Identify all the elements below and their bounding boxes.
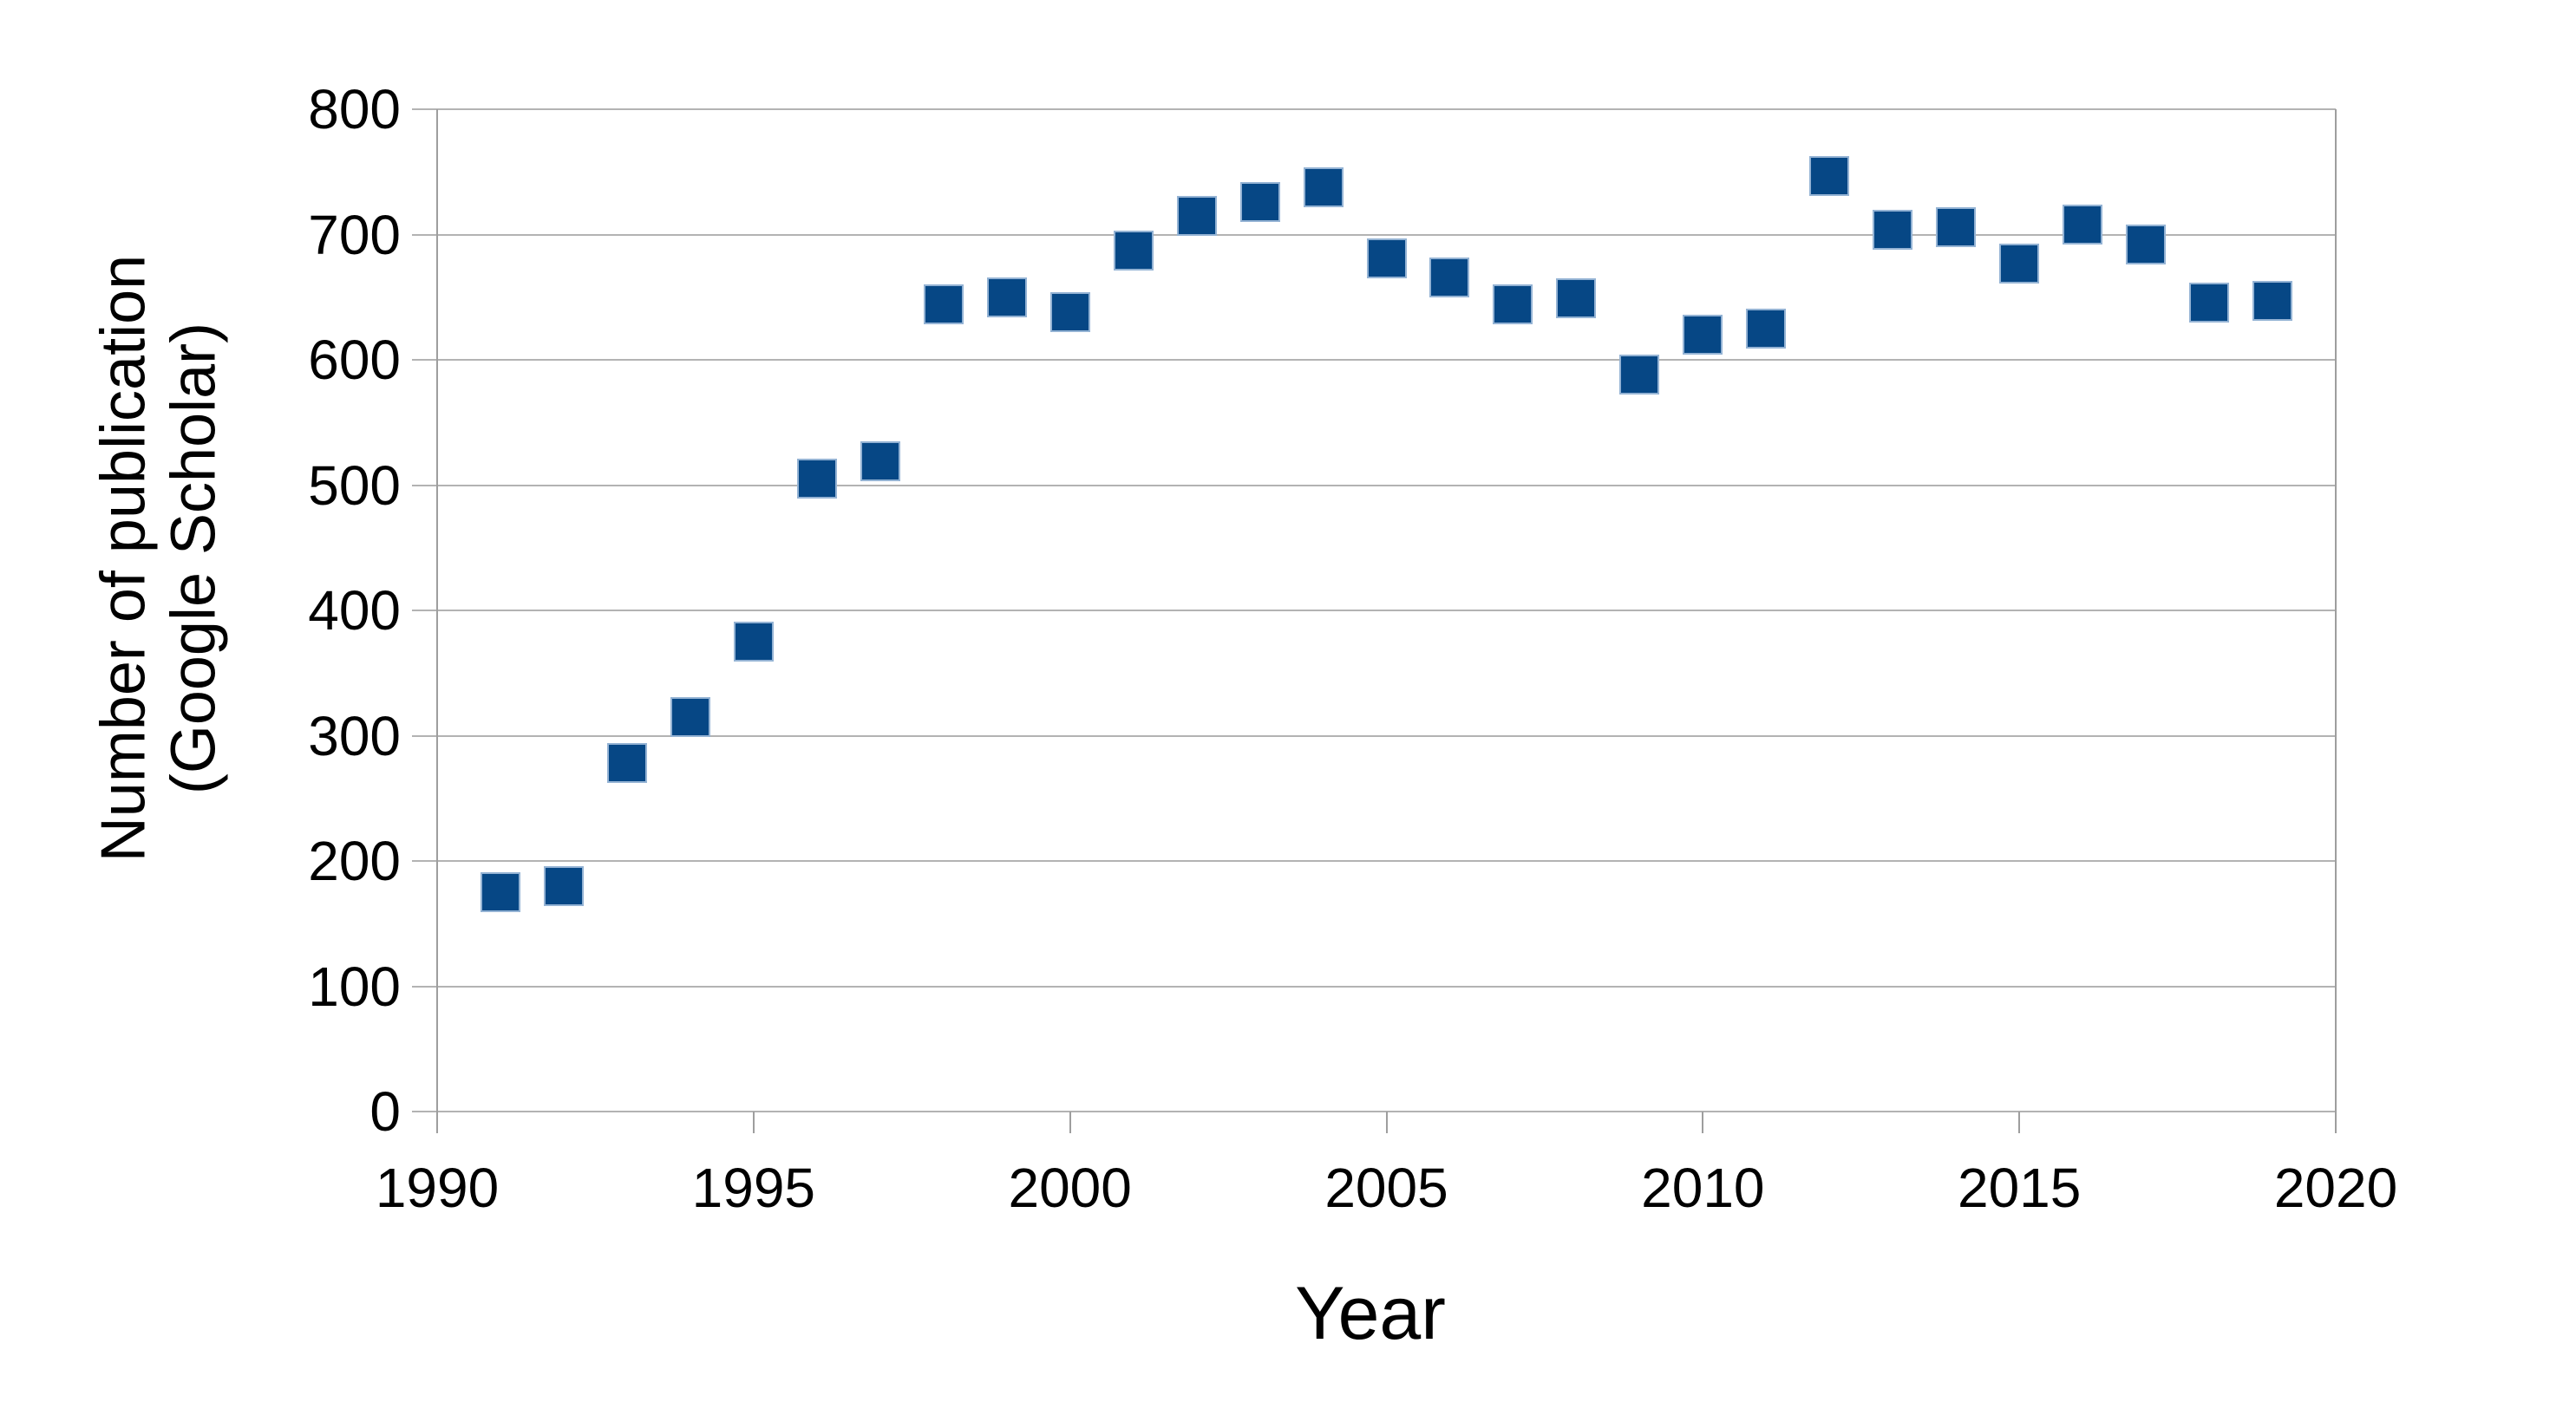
y-tick-label-700: 700 — [308, 203, 401, 266]
y-gridline-300 — [412, 734, 2336, 737]
data-point-2009 — [1619, 355, 1660, 395]
y-gridline-200 — [412, 860, 2336, 862]
y-tick-label-800: 800 — [308, 78, 401, 140]
y-tick-label-0: 0 — [369, 1080, 401, 1143]
y-gridline-400 — [412, 610, 2336, 611]
y-tick-label-300: 300 — [308, 704, 401, 767]
data-point-2014 — [1936, 206, 1977, 247]
y-gridline-600 — [412, 359, 2336, 361]
data-point-2003 — [1239, 181, 1280, 222]
x-tick-label-1990: 1990 — [375, 1157, 500, 1219]
x-tick-2015 — [2018, 1112, 2021, 1133]
data-point-1995 — [733, 622, 774, 662]
x-tick-label-2020: 2020 — [2273, 1157, 2398, 1219]
data-point-1997 — [860, 441, 900, 482]
x-tick-2005 — [1385, 1112, 1388, 1133]
y-tick-label-200: 200 — [308, 830, 401, 892]
data-point-2011 — [1746, 308, 1787, 349]
data-point-2016 — [2063, 204, 2103, 245]
data-point-2010 — [1683, 315, 1723, 355]
x-tick-2010 — [1702, 1112, 1704, 1133]
y-gridline-800 — [412, 108, 2336, 110]
y-axis-title-line1: Number of publication — [88, 254, 159, 863]
y-tick-label-400: 400 — [308, 579, 401, 642]
y-gridline-700 — [412, 233, 2336, 236]
data-point-2012 — [1809, 155, 1850, 196]
x-tick-label-2010: 2010 — [1641, 1157, 1765, 1219]
x-tick-label-2000: 2000 — [1008, 1157, 1132, 1219]
data-point-2005 — [1366, 238, 1407, 278]
data-point-2001 — [1113, 231, 1154, 271]
y-gridline-500 — [412, 484, 2336, 486]
data-point-2015 — [1999, 243, 2040, 284]
x-axis-title: Year — [1295, 1272, 1446, 1355]
x-tick-2000 — [1069, 1112, 1071, 1133]
data-point-2002 — [1176, 195, 1217, 236]
x-tick-label-2015: 2015 — [1957, 1157, 2082, 1219]
data-point-2019 — [2252, 281, 2293, 322]
y-tick-label-500: 500 — [308, 453, 401, 517]
y-gridline-0 — [412, 1111, 2336, 1112]
data-point-2000 — [1049, 292, 1090, 333]
data-point-2004 — [1303, 166, 1344, 207]
data-point-2013 — [1873, 209, 1913, 250]
data-point-1996 — [796, 459, 837, 499]
data-point-1998 — [923, 284, 964, 325]
x-tick-label-1995: 1995 — [691, 1157, 816, 1219]
y-tick-label-100: 100 — [308, 955, 401, 1018]
data-point-2017 — [2126, 225, 2167, 265]
data-point-1999 — [986, 277, 1027, 317]
data-point-1993 — [606, 743, 647, 784]
data-point-1994 — [670, 696, 710, 737]
x-tick-1995 — [752, 1112, 755, 1133]
y-tick-label-600: 600 — [308, 329, 401, 391]
data-point-2006 — [1429, 257, 1470, 297]
data-point-2018 — [2189, 282, 2230, 323]
data-point-1991 — [480, 872, 520, 913]
y-gridline-100 — [412, 985, 2336, 988]
right-boundary-line — [2335, 109, 2337, 1133]
data-point-2007 — [1493, 284, 1533, 325]
data-point-2008 — [1556, 278, 1597, 319]
x-tick-label-2005: 2005 — [1324, 1157, 1448, 1219]
y-axis-line — [436, 109, 438, 1133]
data-point-1992 — [543, 865, 584, 906]
